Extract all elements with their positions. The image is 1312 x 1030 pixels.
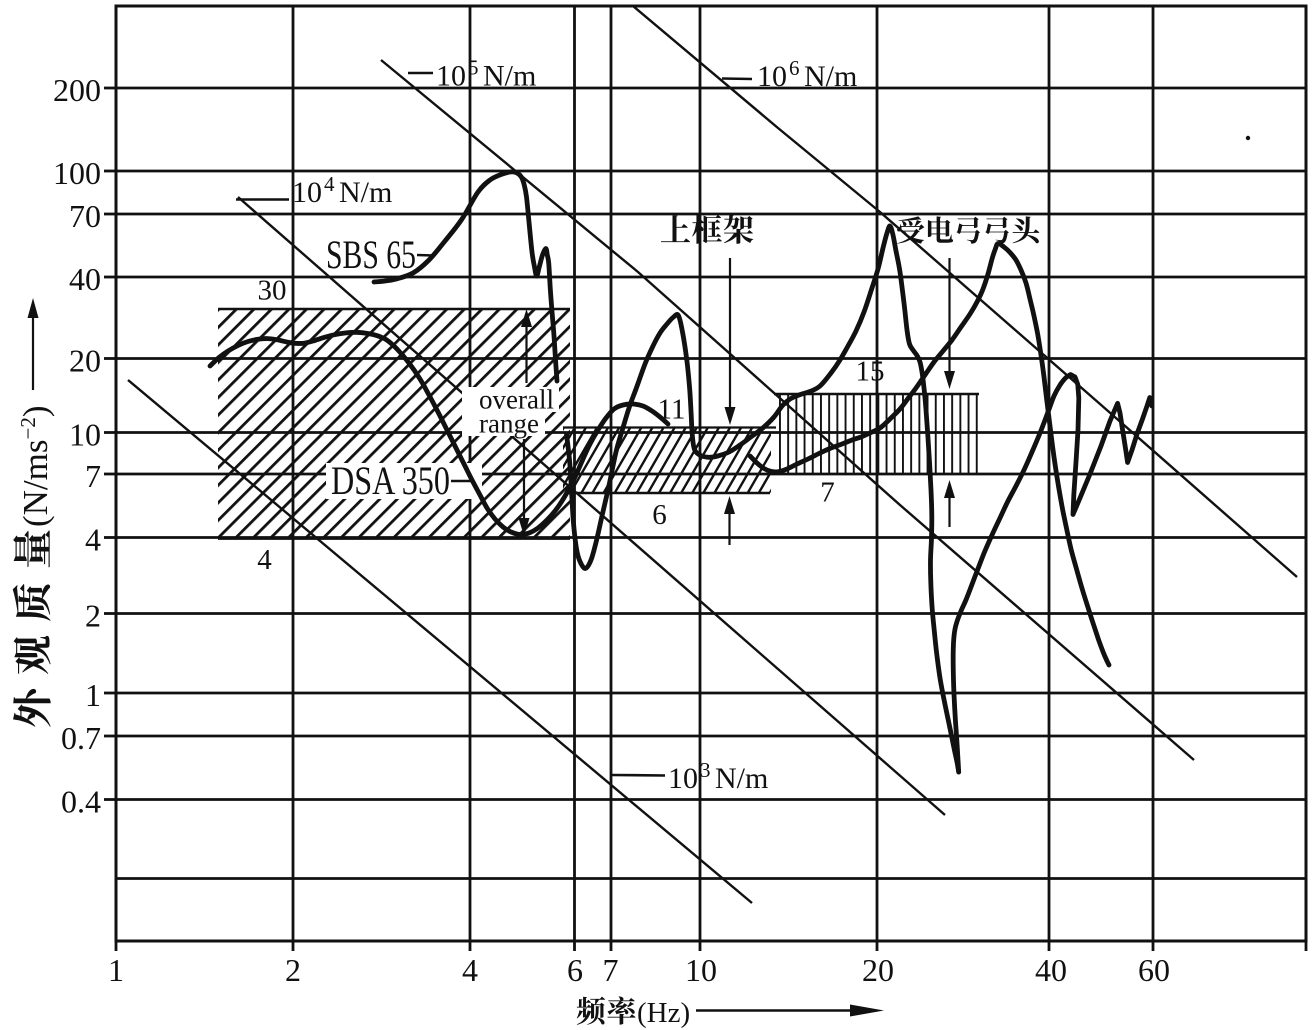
svg-text:200: 200 <box>53 72 101 108</box>
svg-text:N/m: N/m <box>804 60 857 93</box>
svg-text:10: 10 <box>292 176 322 209</box>
svg-text:2: 2 <box>285 952 301 988</box>
svg-text:N/m: N/m <box>715 762 768 795</box>
svg-text:15: 15 <box>856 356 885 388</box>
svg-text:10: 10 <box>668 762 698 795</box>
svg-text:range: range <box>479 409 539 439</box>
svg-text:11: 11 <box>658 394 686 426</box>
svg-text:20: 20 <box>69 343 101 379</box>
svg-text:7: 7 <box>85 458 101 494</box>
svg-text:10: 10 <box>436 60 466 93</box>
svg-text:40: 40 <box>69 261 101 297</box>
svg-text:1: 1 <box>108 952 124 988</box>
svg-text:3: 3 <box>700 758 711 782</box>
svg-text:10: 10 <box>69 417 101 453</box>
svg-text:60: 60 <box>1138 952 1170 988</box>
svg-text:70: 70 <box>69 198 101 234</box>
svg-text:5: 5 <box>468 56 479 80</box>
svg-text:6: 6 <box>789 56 800 80</box>
svg-text:6: 6 <box>567 952 583 988</box>
svg-text:10: 10 <box>685 952 717 988</box>
svg-text:overall: overall <box>479 385 554 415</box>
svg-text:20: 20 <box>862 952 894 988</box>
svg-text:7: 7 <box>603 952 619 988</box>
svg-text:40: 40 <box>1035 952 1067 988</box>
svg-text:1: 1 <box>85 677 101 713</box>
svg-text:(Hz): (Hz) <box>637 997 690 1029</box>
svg-text:N/m: N/m <box>483 60 536 93</box>
svg-text:4: 4 <box>257 544 272 576</box>
svg-text:2: 2 <box>85 598 101 634</box>
svg-text:6: 6 <box>652 499 667 531</box>
svg-text:N/m: N/m <box>339 176 392 209</box>
svg-text:100: 100 <box>53 155 101 191</box>
svg-text:SBS 65: SBS 65 <box>326 232 416 277</box>
svg-text:0.4: 0.4 <box>61 784 101 820</box>
svg-text:4: 4 <box>85 522 101 558</box>
svg-text:4: 4 <box>324 172 335 196</box>
svg-text:30: 30 <box>258 275 287 307</box>
svg-text:0.7: 0.7 <box>61 720 101 756</box>
svg-text:4: 4 <box>462 952 478 988</box>
svg-text:10: 10 <box>757 60 787 93</box>
svg-text:DSA 350: DSA 350 <box>331 458 450 503</box>
svg-text:7: 7 <box>820 477 835 509</box>
